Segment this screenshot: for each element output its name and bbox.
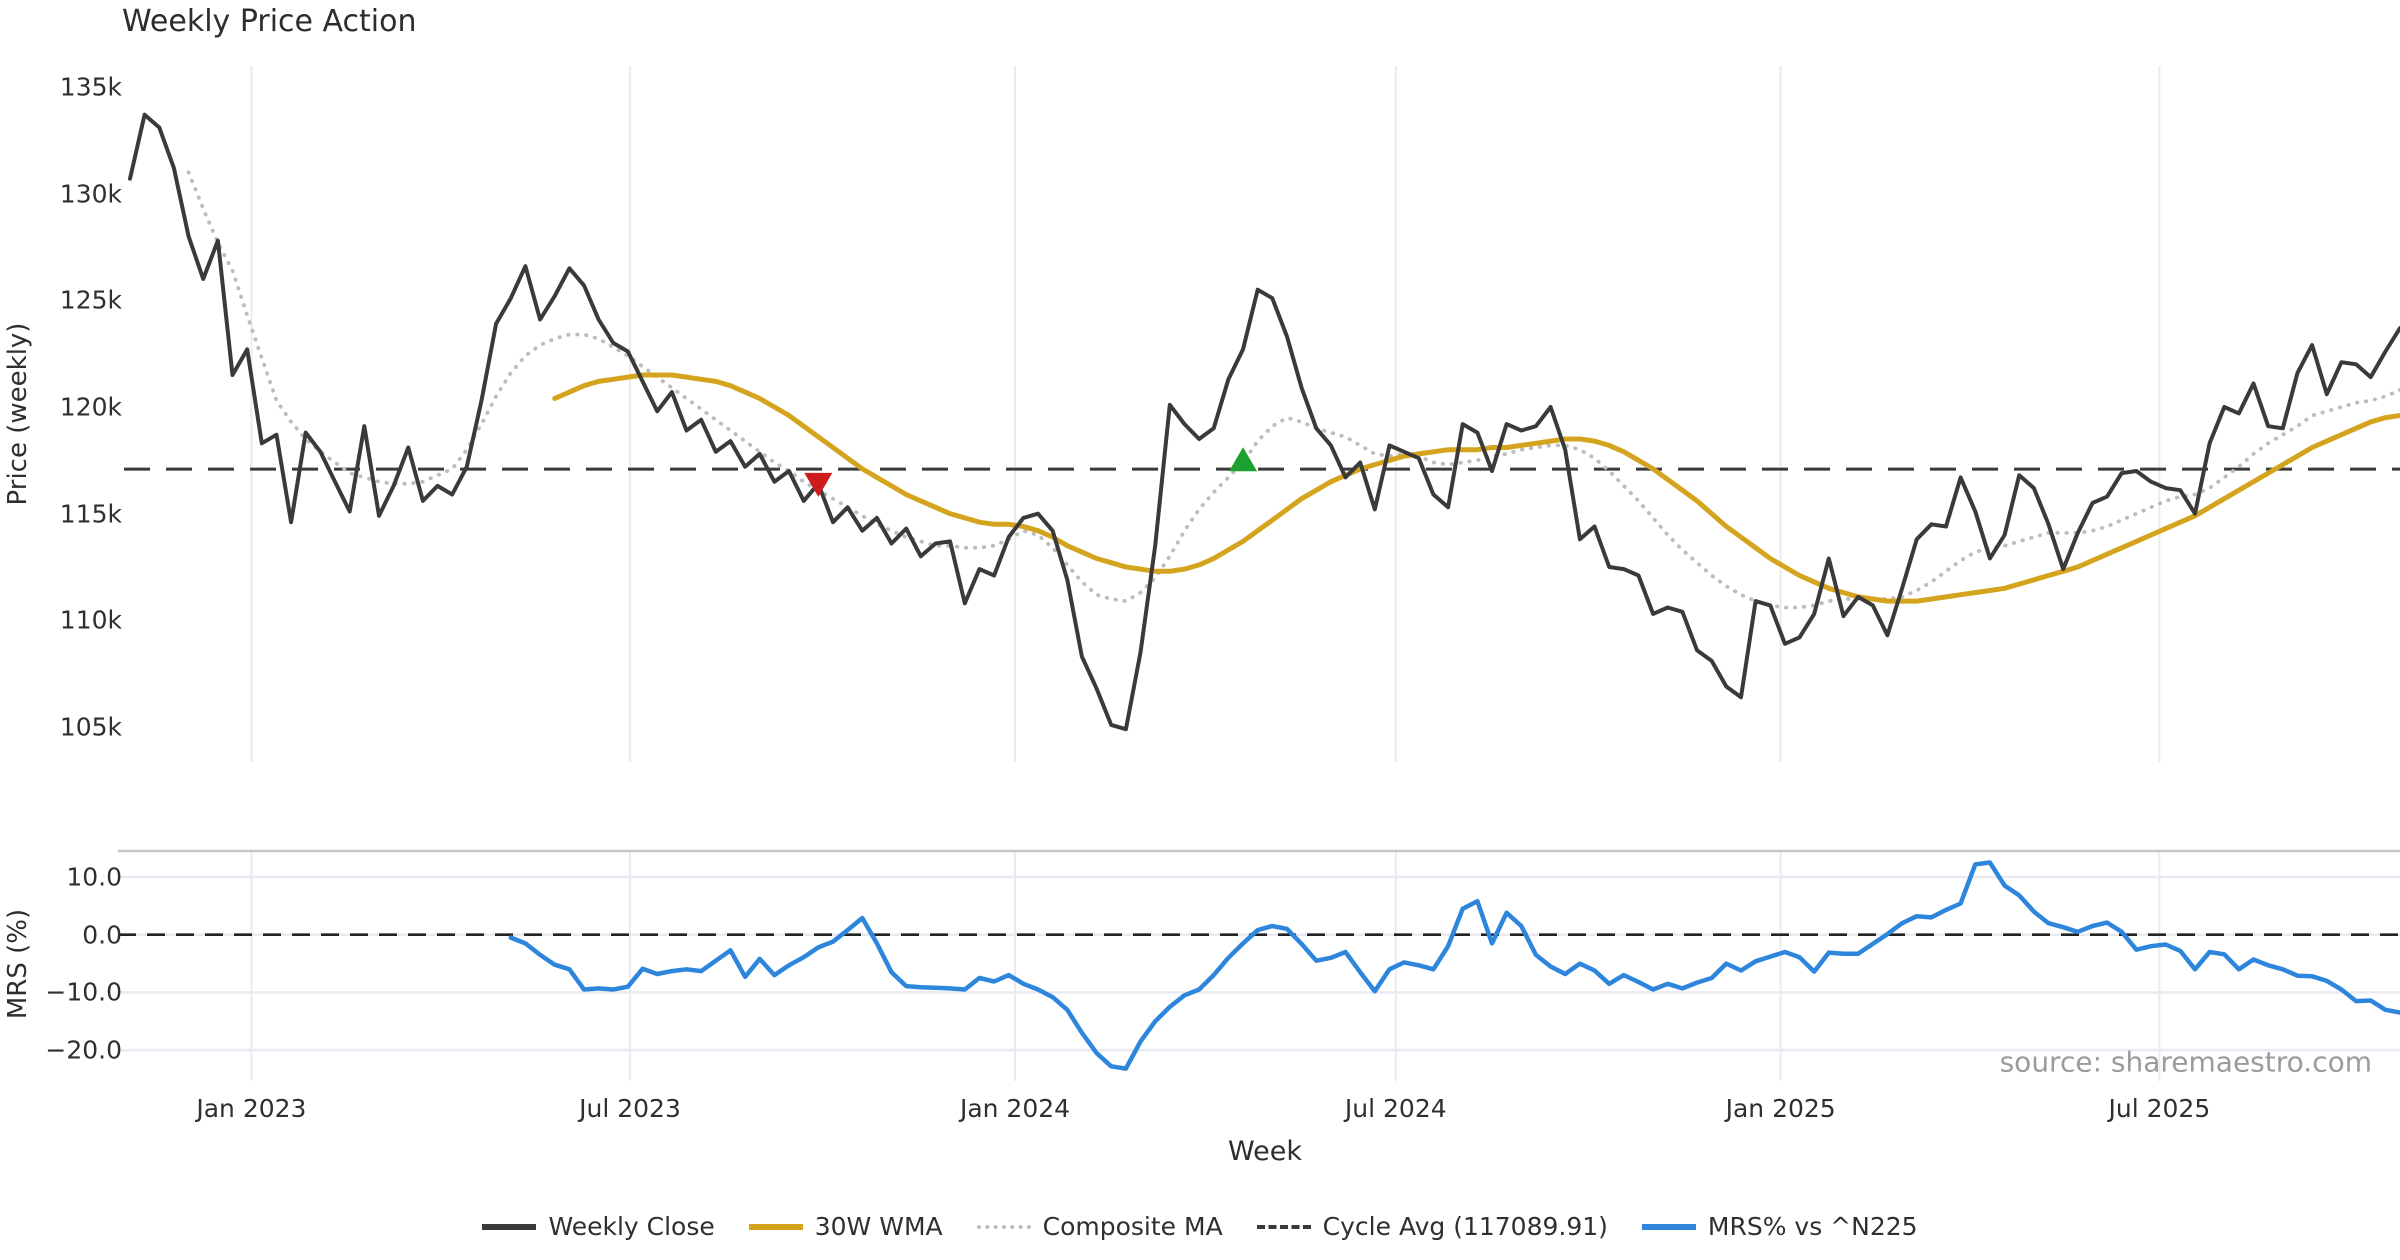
price-tick-120k: 120k bbox=[59, 392, 122, 422]
mrs-line-swatch bbox=[1641, 1223, 1696, 1230]
triangle-down-marker bbox=[804, 472, 833, 497]
triangle-up-marker bbox=[1229, 447, 1258, 472]
price-tick-115k: 115k bbox=[59, 499, 122, 529]
series-weekly-close bbox=[128, 112, 2400, 732]
x-tick-jul-2024: Jul 2024 bbox=[1344, 1094, 1447, 1123]
series-30w-wma bbox=[552, 372, 2400, 604]
legend-label: MRS% vs ^N225 bbox=[1707, 1212, 1918, 1241]
series-composite-ma bbox=[186, 170, 2400, 610]
legend-item-cycle-avg: Cycle Avg (117089.91) bbox=[1256, 1212, 1608, 1241]
mrs-tick-minus-10.0: −10.0 bbox=[45, 977, 122, 1007]
series-mrs-vs-n225 bbox=[508, 860, 2400, 1071]
x-tick-jan-2025: Jan 2025 bbox=[1725, 1094, 1836, 1123]
source-credit: source: sharemaestro.com bbox=[1999, 1045, 2372, 1079]
x-tick-jul-2025: Jul 2025 bbox=[2108, 1094, 2211, 1123]
mrs-tick-minus-20.0: −20.0 bbox=[45, 1035, 122, 1065]
x-tick-jul-2023: Jul 2023 bbox=[579, 1094, 681, 1123]
x-axis-label: Week bbox=[1228, 1136, 1302, 1167]
legend-label: Composite MA bbox=[1042, 1212, 1223, 1241]
composite-ma-line-swatch bbox=[976, 1224, 1031, 1229]
legend-item-weekly-close: Weekly Close bbox=[482, 1212, 715, 1241]
price-tick-135k: 135k bbox=[59, 72, 122, 102]
x-tick-jan-2024: Jan 2024 bbox=[959, 1094, 1071, 1123]
mrs-tick-10.0: 10.0 bbox=[66, 862, 122, 892]
legend-item-composite-ma: Composite MA bbox=[976, 1212, 1223, 1241]
legend: Weekly Close 30W WMA Composite MA Cycle … bbox=[0, 1212, 2400, 1241]
price-tick-130k: 130k bbox=[59, 179, 122, 209]
legend-item-30w-wma: 30W WMA bbox=[748, 1212, 943, 1241]
weekly-close-line-swatch bbox=[482, 1223, 537, 1230]
legend-label: Cycle Avg (117089.91) bbox=[1322, 1212, 1608, 1241]
x-tick-jan-2023: Jan 2023 bbox=[196, 1094, 307, 1123]
legend-item-mrs: MRS% vs ^N225 bbox=[1641, 1212, 1918, 1241]
mrs-tick-0.0: 0.0 bbox=[82, 920, 122, 950]
price-tick-110k: 110k bbox=[59, 605, 122, 635]
price-tick-105k: 105k bbox=[59, 712, 122, 742]
cycle-avg-line-swatch bbox=[1256, 1224, 1311, 1229]
price-tick-125k: 125k bbox=[59, 285, 122, 315]
wma-line-swatch bbox=[748, 1223, 803, 1230]
chart-title: Weekly Price Action bbox=[122, 4, 417, 39]
legend-label: Weekly Close bbox=[548, 1212, 715, 1241]
legend-label: 30W WMA bbox=[814, 1212, 943, 1241]
